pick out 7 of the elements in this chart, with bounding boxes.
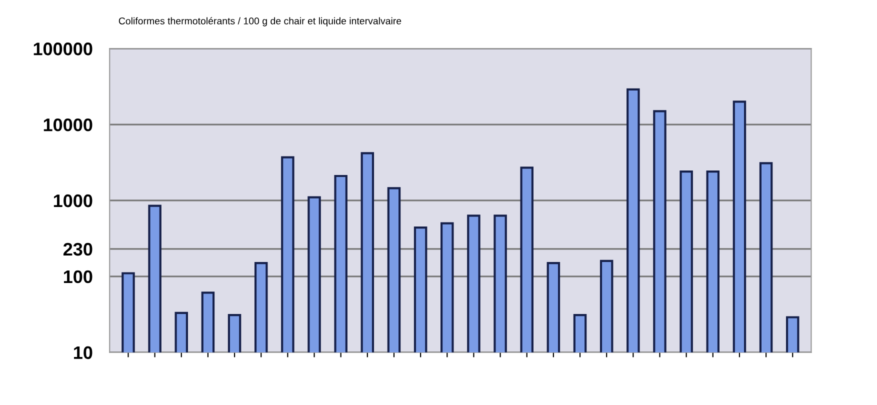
y-tick-label: 230: [63, 242, 92, 256]
y-tick-label: 1000: [54, 194, 92, 208]
y-tick-label: 100000: [34, 42, 92, 56]
y-tick-label: 100: [64, 270, 92, 284]
y-tick-label: 10: [74, 346, 92, 360]
chart-title: Coliformes thermotolérants / 100 g de chair et liquide intervalvaire: [118, 17, 402, 26]
y-tick-label: 10000: [44, 118, 92, 132]
